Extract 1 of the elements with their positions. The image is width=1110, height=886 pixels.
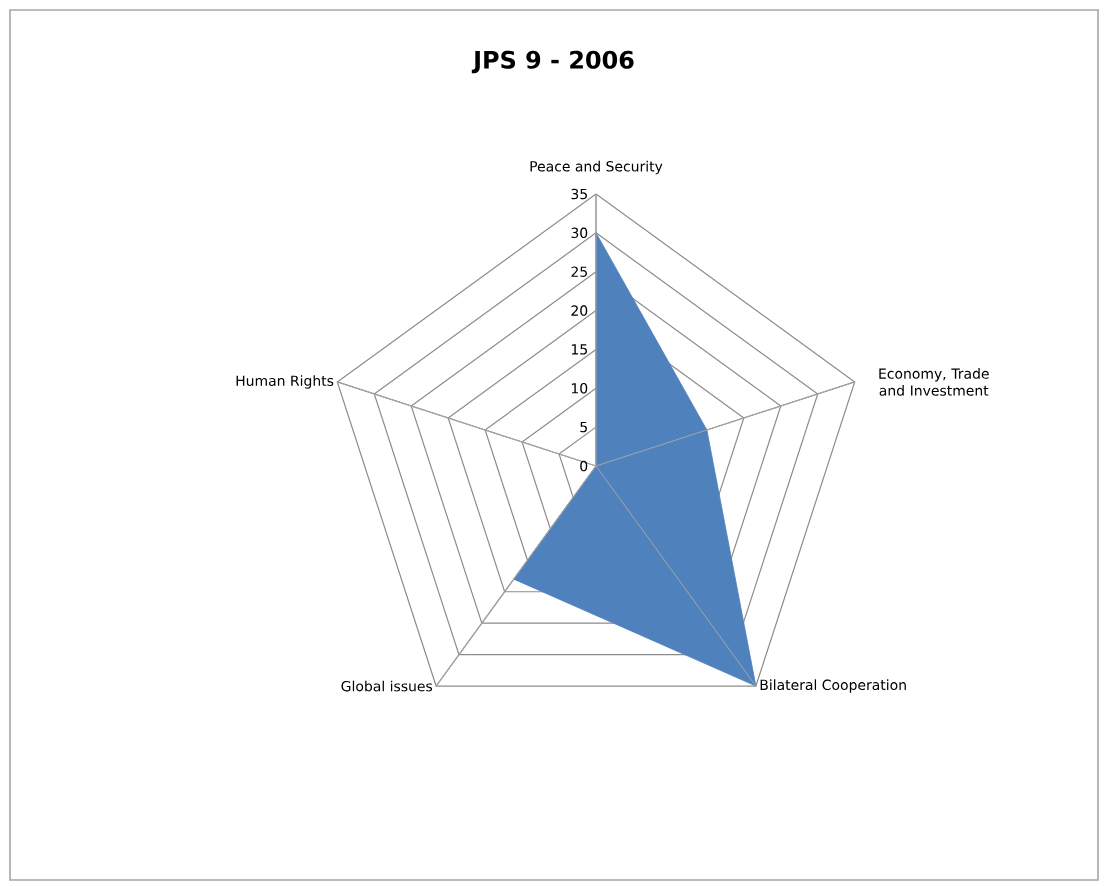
chart-title: JPS 9 - 2006 [471, 50, 634, 74]
